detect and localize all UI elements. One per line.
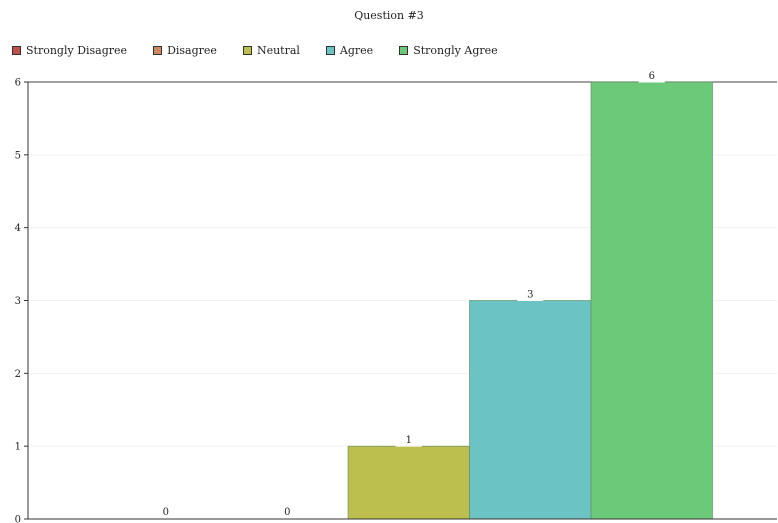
data-label: 3 xyxy=(527,290,533,301)
bar xyxy=(590,81,713,520)
bar xyxy=(469,300,592,520)
legend-label: Agree xyxy=(339,44,374,57)
legend-swatch xyxy=(153,46,163,55)
y-tick-label: 1 xyxy=(15,442,21,453)
legend-item: Strongly Agree xyxy=(399,44,498,57)
y-tick-label: 4 xyxy=(15,223,21,234)
legend-label: Strongly Disagree xyxy=(26,44,128,57)
legend-item: Agree xyxy=(325,44,374,57)
y-tick-label: 0 xyxy=(15,515,21,523)
bar xyxy=(347,445,470,520)
legend-swatch xyxy=(12,46,21,55)
chart-title: Question #3 xyxy=(354,9,424,22)
y-tick-label: 3 xyxy=(15,296,21,307)
y-tick-label: 5 xyxy=(15,150,21,161)
legend-item: Strongly Disagree xyxy=(12,44,127,57)
y-tick-label: 2 xyxy=(15,369,21,380)
legend-item: Disagree xyxy=(153,44,217,57)
legend-swatch xyxy=(325,46,335,55)
y-tick-label: 6 xyxy=(15,78,21,89)
legend-label: Strongly Agree xyxy=(413,44,498,57)
legend: Strongly Disagree Disagree Neutral Agree Str… xyxy=(12,44,524,57)
legend-item: Neutral xyxy=(242,44,300,57)
data-label: 0 xyxy=(163,507,169,518)
data-label: 1 xyxy=(406,435,412,446)
legend-swatch xyxy=(242,46,252,55)
legend-label: Disagree xyxy=(167,44,217,57)
legend-swatch xyxy=(399,46,409,55)
data-label: 0 xyxy=(284,507,290,518)
legend-label: Neutral xyxy=(256,44,300,57)
data-label: 6 xyxy=(649,71,655,82)
